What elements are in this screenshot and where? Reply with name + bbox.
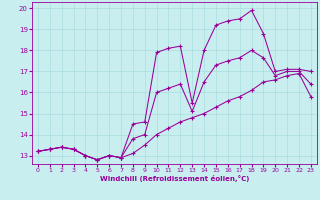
X-axis label: Windchill (Refroidissement éolien,°C): Windchill (Refroidissement éolien,°C) [100, 175, 249, 182]
